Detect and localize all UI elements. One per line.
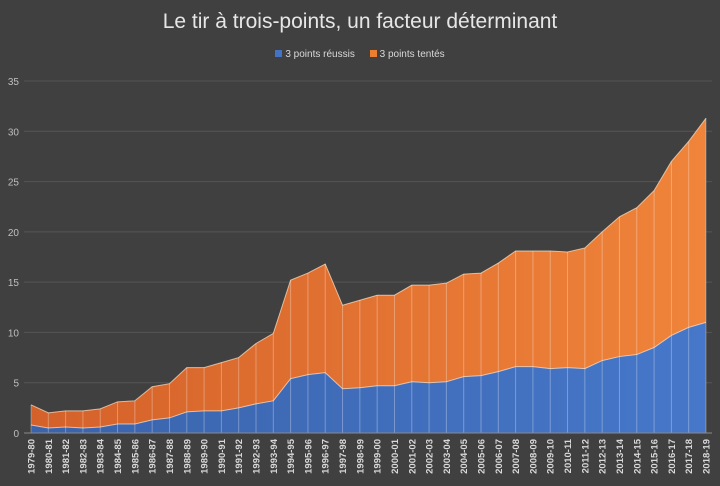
x-tick-label: 2008-09 [528, 439, 539, 474]
y-tick-label: 20 [8, 228, 20, 239]
x-tick-label: 2002-03 [425, 439, 436, 474]
legend-item-attempted: 3 points tentés [369, 49, 445, 60]
x-tick-label: 1987-88 [165, 439, 176, 474]
y-tick-label: 0 [13, 429, 19, 440]
x-tick-label: 1997-98 [338, 439, 349, 474]
legend: 3 points réussis 3 points tentés [0, 49, 720, 60]
x-tick-label: 1980-81 [44, 438, 55, 474]
x-tick-label: 2006-07 [494, 439, 505, 474]
x-tick-label: 2009-10 [546, 439, 557, 474]
y-tick-label: 5 [13, 379, 19, 390]
legend-swatch-attempted [369, 50, 377, 57]
x-tick-label: 2003-04 [442, 438, 453, 474]
x-tick-label: 1993-94 [269, 438, 280, 474]
y-tick-label: 10 [8, 328, 20, 339]
series-line-made [30, 321, 707, 429]
y-tick-label: 25 [8, 178, 20, 189]
x-tick-label: 1992-93 [252, 439, 263, 474]
x-tick-label: 1995-96 [303, 439, 314, 474]
x-tick-label: 1985-86 [130, 439, 141, 474]
x-tick-label: 1999-00 [373, 439, 384, 474]
x-tick-label: 2000-01 [390, 438, 401, 474]
y-tick-label: 15 [8, 278, 20, 289]
area-series-made [31, 322, 706, 433]
y-tick-label: 35 [8, 77, 20, 88]
x-tick-label: 2016-17 [667, 439, 678, 474]
x-tick-label: 2004-05 [459, 438, 470, 474]
x-tick-label: 1983-84 [96, 438, 107, 474]
x-tick-label: 1991-92 [234, 439, 245, 474]
x-tick-label: 1979-80 [27, 439, 38, 474]
legend-swatch-made [275, 50, 283, 57]
area-series-attempted [31, 118, 706, 433]
x-tick-label: 1984-85 [113, 438, 124, 474]
x-tick-label: 1994-95 [286, 438, 297, 474]
x-tick-label: 2011-12 [580, 439, 591, 473]
x-tick-label: 2017-18 [684, 439, 695, 474]
x-tick-label: 1990-91 [217, 438, 228, 474]
x-tick-label: 2015-16 [650, 439, 661, 474]
x-tick-label: 1996-97 [321, 439, 332, 474]
x-tick-label: 1981-82 [61, 439, 72, 474]
x-tick-label: 1989-90 [200, 439, 211, 474]
series-line-attempted [30, 117, 707, 414]
x-tick-label: 1998-99 [355, 439, 366, 474]
x-tick-label: 2005-06 [477, 439, 488, 474]
legend-label-made: 3 points réussis [285, 49, 355, 60]
x-tick-label: 2012-13 [598, 439, 609, 474]
x-tick-label: 2007-08 [511, 439, 522, 474]
legend-label-attempted: 3 points tentés [379, 49, 445, 60]
x-tick-label: 2013-14 [615, 438, 626, 474]
x-tick-label: 2018-19 [702, 439, 713, 474]
x-tick-label: 2001-02 [407, 439, 418, 474]
x-tick-label: 2010-11 [563, 438, 574, 473]
y-tick-label: 30 [8, 127, 20, 138]
x-tick-label: 1986-87 [148, 439, 159, 474]
x-tick-label: 1982-83 [78, 439, 89, 474]
x-tick-label: 1988-89 [182, 439, 193, 474]
legend-item-made: 3 points réussis [275, 49, 355, 60]
chart-title: Le tir à trois-points, un facteur déterm… [162, 10, 558, 33]
x-tick-label: 2014-15 [632, 438, 643, 474]
